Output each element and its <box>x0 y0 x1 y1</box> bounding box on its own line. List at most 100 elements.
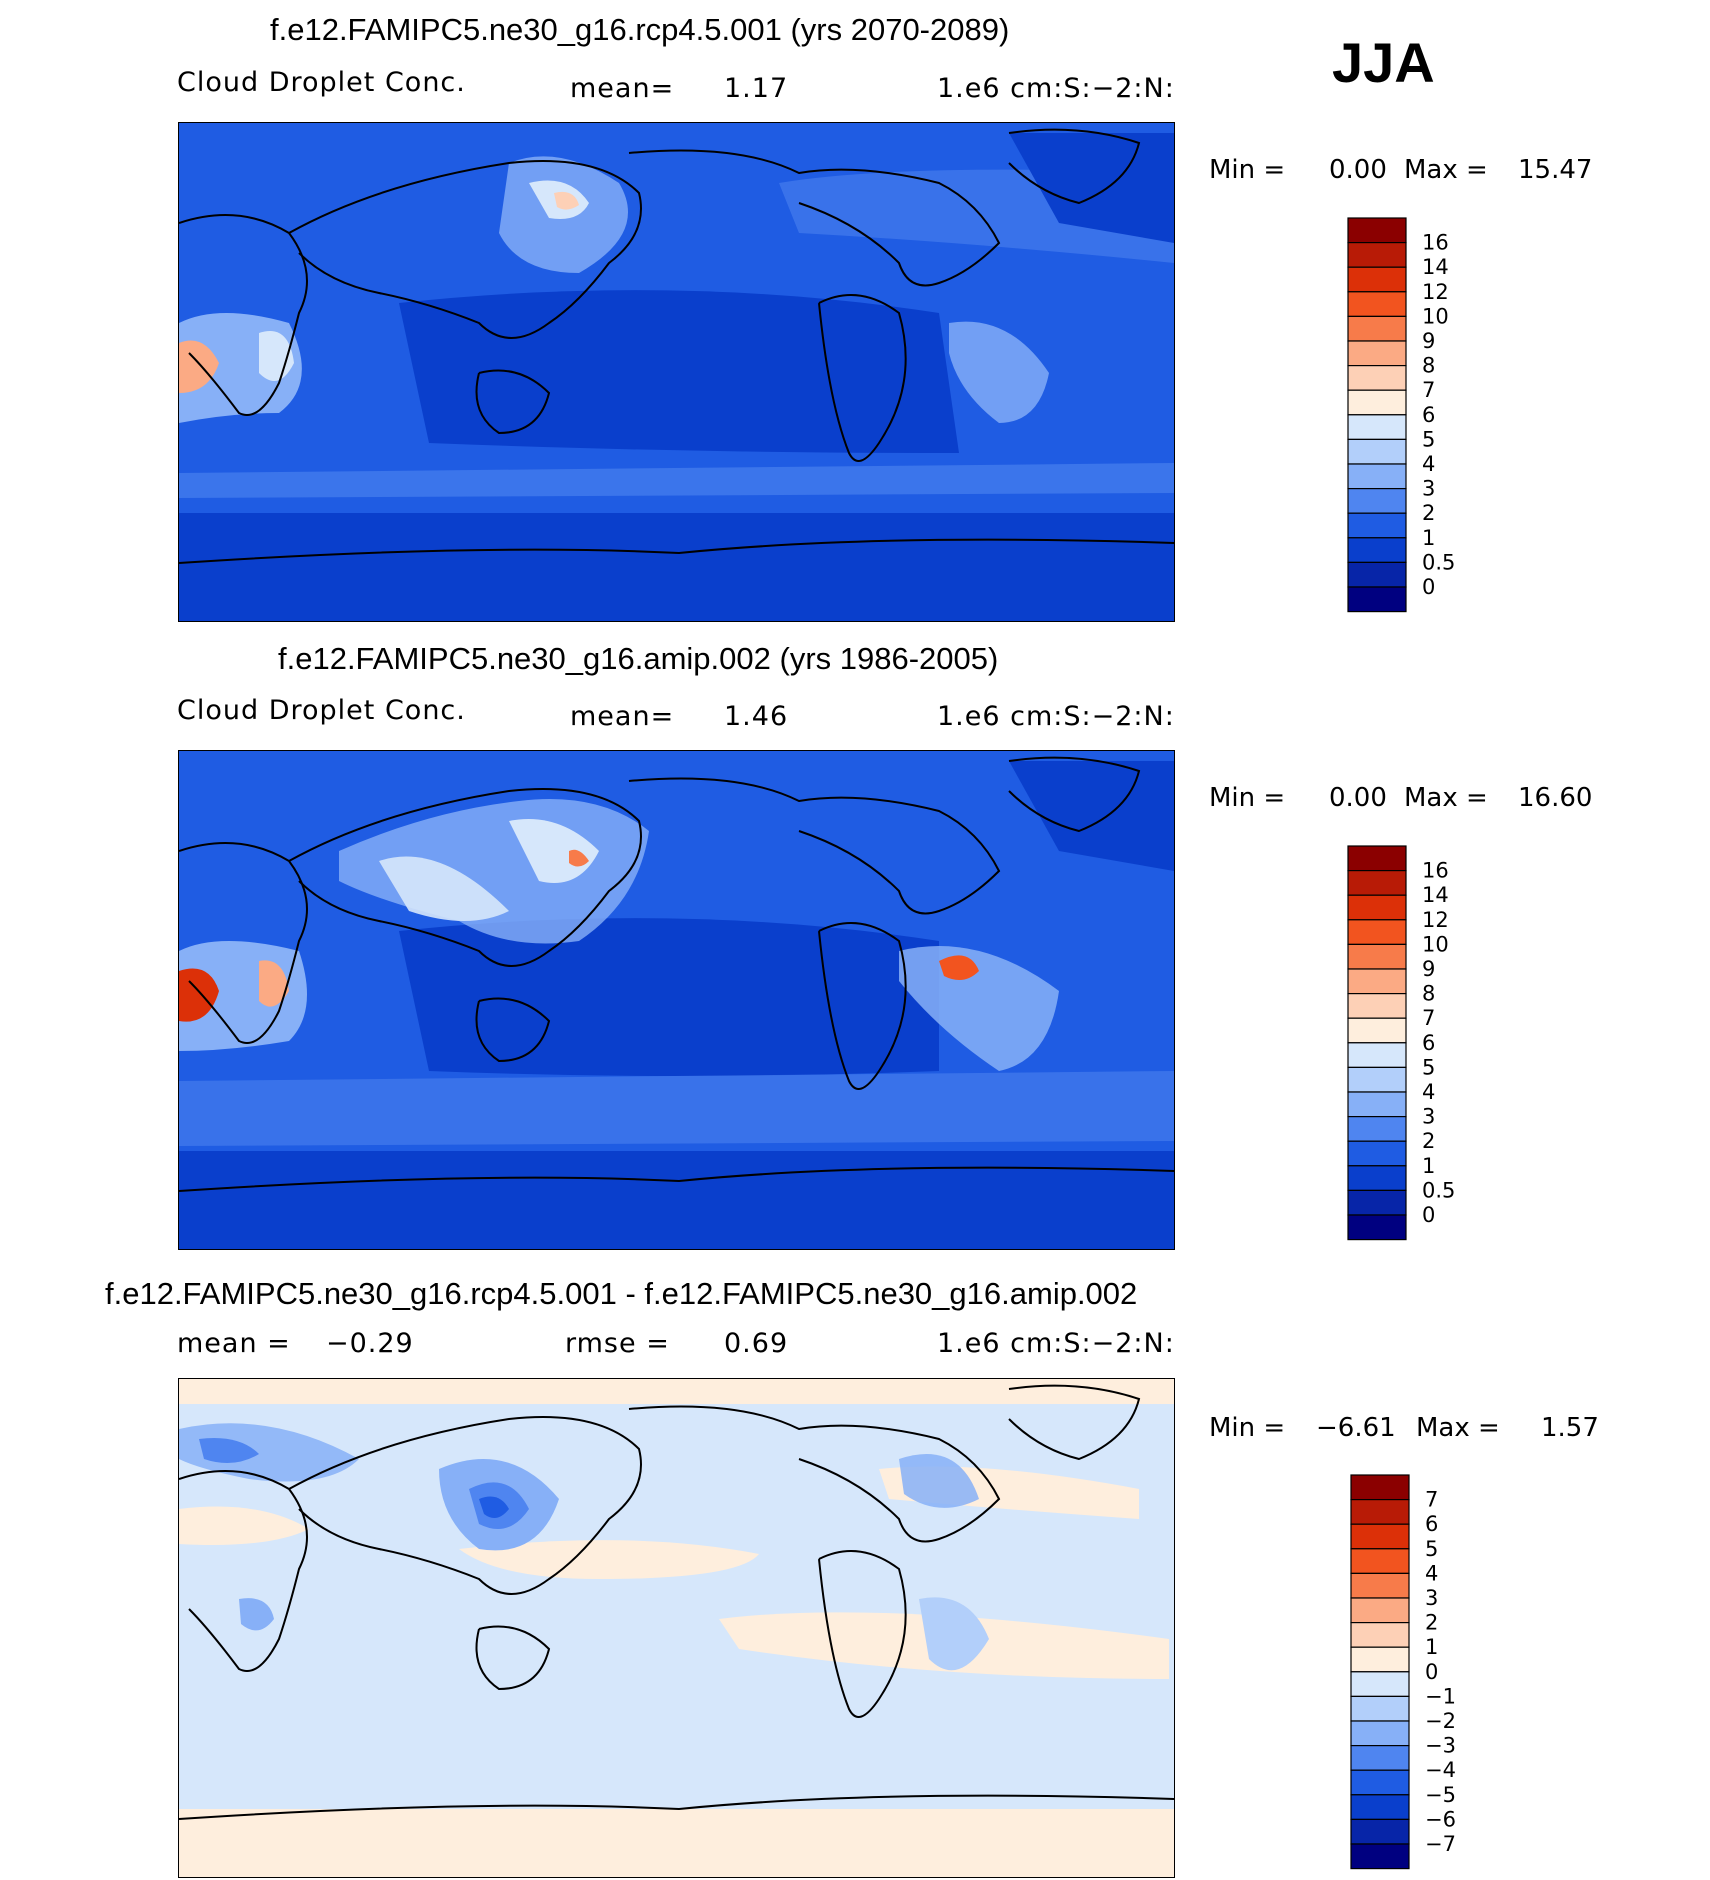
colorbar-swatch <box>1347 561 1407 588</box>
panel-2-colorbar: 16 14 12 10 9 8 7 6 5 4 3 2 1 0.5 0 <box>1347 845 1468 1241</box>
panel-1-max-value: 15.47 <box>1518 155 1593 185</box>
colorbar-swatch <box>1350 1720 1410 1747</box>
colorbar-tick-label: 16 <box>1422 859 1449 883</box>
panel-2-min-value: 0.00 <box>1329 783 1387 813</box>
colorbar-swatch <box>1350 1646 1410 1673</box>
panel-1-mean-value: 1.17 <box>724 73 789 104</box>
colorbar-tick-label: 0 <box>1422 1203 1435 1227</box>
panel-3-map <box>178 1378 1175 1878</box>
panel-2-min-label: Min = <box>1209 783 1286 813</box>
colorbar-swatch <box>1347 315 1407 342</box>
panel-2-mean-value: 1.46 <box>724 701 789 732</box>
colorbar-tick-label: 3 <box>1425 1586 1438 1610</box>
panel-1-min-label: Min = <box>1209 155 1286 185</box>
panel-3-min-value: −6.61 <box>1316 1413 1396 1443</box>
colorbar-tick-label: −7 <box>1425 1832 1456 1856</box>
colorbar-tick-label: 3 <box>1422 1105 1435 1129</box>
colorbar-swatch <box>1347 488 1407 514</box>
colorbar-tick-label: 5 <box>1422 1055 1435 1079</box>
colorbar-tick-label: 12 <box>1422 908 1449 932</box>
colorbar-swatch <box>1350 1671 1410 1698</box>
colorbar-tick-label: 8 <box>1422 982 1435 1006</box>
panel-3-units: 1.e6 cm:S:−2:N: <box>937 1328 1175 1359</box>
colorbar-tick-label: 8 <box>1422 354 1435 378</box>
colorbar-tick-label: 4 <box>1422 452 1435 476</box>
colorbar-swatch <box>1350 1695 1410 1722</box>
colorbar-swatch <box>1350 1818 1410 1845</box>
colorbar-swatch <box>1347 894 1407 921</box>
colorbar-tick-label: 2 <box>1422 1129 1435 1153</box>
colorbar-tick-label: 9 <box>1422 957 1435 981</box>
panel-3-colorbar: 7 6 5 4 3 2 1 0 −1 −2 −3 −4 −5 −6 −7 <box>1350 1474 1471 1870</box>
panel-1-mean-label: mean= <box>570 73 675 104</box>
colorbar-swatch <box>1347 993 1407 1019</box>
colorbar-swatch <box>1347 242 1407 268</box>
colorbar-swatch <box>1350 1745 1410 1771</box>
colorbar-tick-label: 0 <box>1425 1660 1438 1684</box>
colorbar-swatch <box>1347 1017 1407 1044</box>
panel-3-rmse-label: rmse = <box>565 1328 670 1359</box>
colorbar-tick-label: 10 <box>1422 304 1449 328</box>
colorbar-swatch <box>1347 943 1407 970</box>
colorbar-swatch <box>1350 1843 1410 1870</box>
colorbar-swatch <box>1347 1116 1407 1142</box>
colorbar-tick-label: 1 <box>1425 1635 1438 1659</box>
colorbar-tick-label: 0.5 <box>1422 1178 1455 1202</box>
colorbar-swatch <box>1347 291 1407 318</box>
panel-2-title: f.e12.FAMIPC5.ne30_g16.amip.002 (yrs 198… <box>278 641 999 676</box>
colorbar-swatch <box>1347 1140 1407 1167</box>
colorbar-tick-label: 5 <box>1425 1537 1438 1561</box>
colorbar-swatch <box>1347 365 1407 391</box>
colorbar-tick-label: 3 <box>1422 477 1435 501</box>
panel-3-max-label: Max = <box>1416 1413 1500 1443</box>
colorbar-tick-label: 14 <box>1422 255 1449 279</box>
colorbar-tick-label: 7 <box>1422 1006 1435 1030</box>
colorbar-tick-label: 7 <box>1422 378 1435 402</box>
colorbar-tick-label: −1 <box>1425 1684 1456 1708</box>
panel-2-max-label: Max = <box>1404 783 1488 813</box>
panel-2-units: 1.e6 cm:S:−2:N: <box>937 701 1175 732</box>
colorbar-swatch <box>1347 586 1407 613</box>
panel-2-max-value: 16.60 <box>1518 783 1593 813</box>
colorbar-swatch <box>1347 1042 1407 1069</box>
colorbar-swatch <box>1347 537 1407 563</box>
colorbar-tick-label: −6 <box>1425 1807 1456 1831</box>
panel-3-max-value: 1.57 <box>1541 1413 1599 1443</box>
panel-3-rmse-value: 0.69 <box>724 1328 789 1359</box>
panel-1-colorbar: 16 14 12 10 9 8 7 6 5 4 3 2 1 0.5 0 <box>1347 217 1468 613</box>
colorbar-tick-label: 16 <box>1422 231 1449 255</box>
colorbar-tick-label: 6 <box>1422 403 1435 427</box>
panel-1-units: 1.e6 cm:S:−2:N: <box>937 73 1175 104</box>
colorbar-swatch <box>1347 968 1407 995</box>
colorbar-swatch <box>1347 1214 1407 1241</box>
colorbar-tick-label: −2 <box>1425 1709 1456 1733</box>
colorbar-swatch <box>1347 389 1407 416</box>
colorbar-swatch <box>1347 266 1407 293</box>
colorbar-swatch <box>1347 1066 1407 1093</box>
colorbar-swatch <box>1350 1548 1410 1575</box>
colorbar-tick-label: 0.5 <box>1422 550 1455 574</box>
colorbar-swatch <box>1350 1499 1410 1525</box>
colorbar-swatch <box>1347 217 1407 244</box>
colorbar-swatch <box>1350 1622 1410 1648</box>
colorbar-tick-label: 12 <box>1422 280 1449 304</box>
colorbar-tick-label: 5 <box>1422 427 1435 451</box>
panel-1-variable: Cloud Droplet Conc. <box>177 67 466 98</box>
panel-2-map-field <box>179 751 1174 1249</box>
colorbar-swatch <box>1347 438 1407 465</box>
colorbar-tick-label: −3 <box>1425 1734 1456 1758</box>
colorbar-tick-label: 4 <box>1425 1561 1438 1585</box>
panel-1-max-label: Max = <box>1404 155 1488 185</box>
panel-3-title: f.e12.FAMIPC5.ne30_g16.rcp4.5.001 - f.e1… <box>105 1276 1138 1311</box>
colorbar-swatch <box>1347 340 1407 367</box>
colorbar-swatch <box>1347 919 1407 946</box>
colorbar-swatch <box>1347 463 1407 490</box>
panel-1-map <box>178 122 1175 622</box>
colorbar-tick-label: −5 <box>1425 1783 1456 1807</box>
colorbar-swatch <box>1350 1572 1410 1599</box>
colorbar-tick-label: 6 <box>1422 1031 1435 1055</box>
colorbar-tick-label: 0 <box>1422 575 1435 599</box>
colorbar-swatch <box>1347 845 1407 872</box>
panel-3-min-label: Min = <box>1209 1413 1286 1443</box>
colorbar-tick-label: 2 <box>1425 1611 1438 1635</box>
